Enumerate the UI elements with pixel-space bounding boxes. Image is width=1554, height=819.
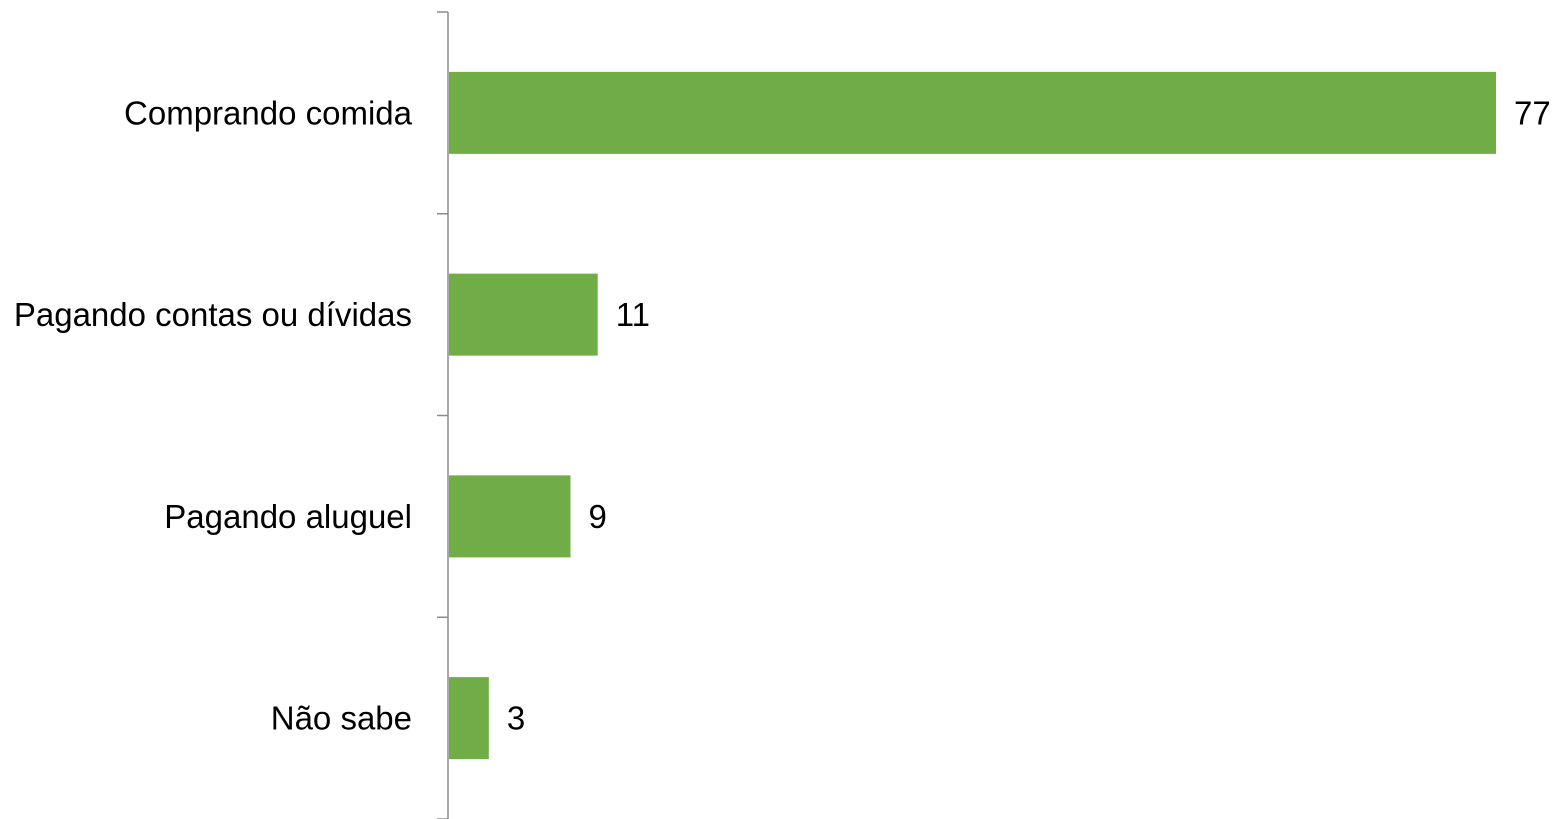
category-labels-group: Comprando comida Pagando contas ou dívida…: [14, 94, 413, 736]
value-labels-group: 77 11 9 3: [507, 94, 1551, 736]
data-label: 9: [588, 498, 606, 535]
bar: [449, 677, 489, 760]
data-label: 11: [616, 296, 650, 333]
bars-group: [449, 71, 1496, 760]
data-label: 3: [507, 700, 525, 737]
bar: [449, 475, 571, 558]
category-label: Pagando contas ou dívidas: [14, 296, 412, 333]
bar: [449, 71, 1496, 154]
data-label: 77: [1514, 94, 1551, 131]
category-label: Não sabe: [271, 700, 412, 737]
bar: [449, 273, 598, 356]
category-label: Comprando comida: [124, 94, 413, 131]
category-axis: [437, 11, 449, 819]
category-label: Pagando aluguel: [164, 498, 412, 535]
